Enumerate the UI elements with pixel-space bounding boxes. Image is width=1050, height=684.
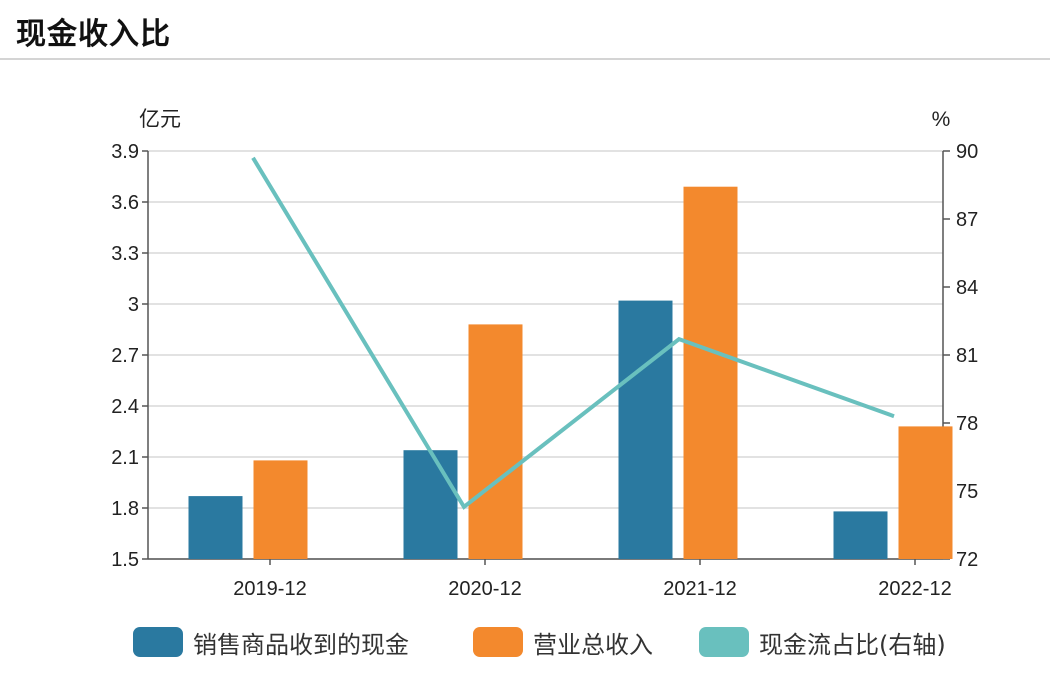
bar-cash-received [403,450,458,559]
legend-label-revenue: 营业总收入 [533,630,653,659]
left-tick-label: 3.3 [111,243,139,265]
bar-cash-received [188,496,243,559]
x-tick-label: 2021-12 [663,578,736,600]
right-tick-label: 84 [956,277,978,299]
legend-swatch-cash-ratio [699,627,749,657]
page-title: 现金收入比 [16,17,171,52]
combo-chart: 3.9 3.6 3.3 3 2.7 2.4 2.1 1.8 1.5 90 87 84 81 78 75 72 亿… [111,108,978,600]
legend-label-cash-received: 销售商品收到的现金 [193,630,409,659]
bar-revenue [253,460,308,559]
legend-item-cash-ratio[interactable]: 现金流占比(右轴) [699,622,946,662]
header: 现金收入比 [0,0,1050,60]
left-tick-label: 2.1 [111,447,139,469]
left-tick-label: 3.6 [111,192,139,214]
right-tick-label: 78 [956,413,978,435]
bar-revenue [683,186,738,559]
right-tick-label: 81 [956,345,978,367]
line-cash-ratio [251,156,895,510]
bar-cash-received [618,300,673,559]
legend-label-cash-ratio: 现金流占比(右轴) [759,630,946,659]
left-tick-label: 3.9 [111,141,139,163]
legend-swatch-cash-received [133,627,183,657]
left-tick-label: 1.8 [111,498,139,520]
left-tick-label: 3 [128,294,139,316]
right-tick-label: 75 [956,481,978,503]
right-tick-label: 72 [956,549,978,571]
left-tick-label: 2.4 [111,396,139,418]
bar-cash-received [833,511,888,559]
bar-revenue [468,324,523,559]
left-axis-unit: 亿元 [139,108,181,131]
x-tick-label: 2022-12 [878,578,951,600]
legend-swatch-revenue [473,627,523,657]
right-tick-label: 90 [956,141,978,163]
left-tick-label: 2.7 [111,345,139,367]
legend-item-revenue[interactable]: 营业总收入 [473,622,653,662]
right-tick-label: 87 [956,209,978,231]
right-axis-unit: % [932,108,951,131]
left-tick-label: 1.5 [111,549,139,571]
x-tick-label: 2020-12 [448,578,521,600]
legend-item-cash-received[interactable]: 销售商品收到的现金 [133,622,409,662]
bar-revenue [898,426,953,559]
chart-legend: 销售商品收到的现金 营业总收入 现金流占比(右轴) [0,622,1050,662]
x-tick-label: 2019-12 [233,578,306,600]
